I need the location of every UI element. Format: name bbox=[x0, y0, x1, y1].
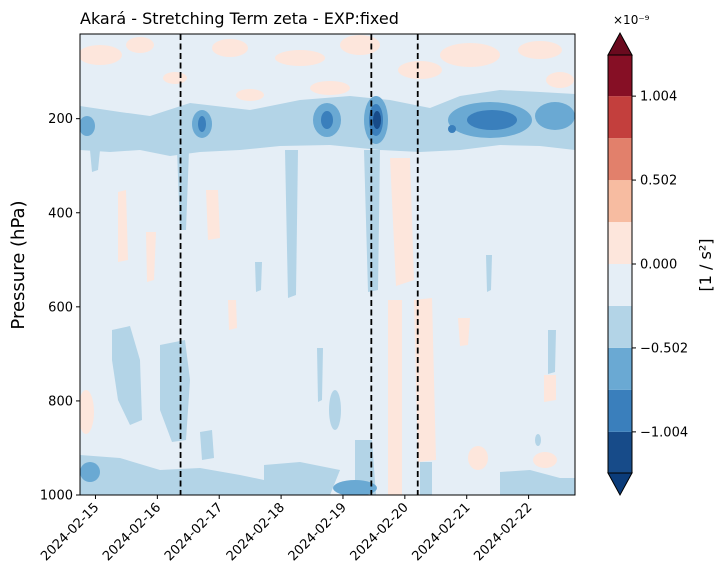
positive-region bbox=[275, 50, 325, 66]
y-axis-label: Pressure (hPa) bbox=[8, 200, 29, 329]
negative-core bbox=[333, 480, 377, 495]
colorbar-band bbox=[608, 389, 632, 432]
positive-region bbox=[80, 45, 122, 65]
negative-core bbox=[373, 111, 381, 129]
colorbar-extend-max bbox=[607, 31, 633, 56]
positive-region bbox=[228, 300, 237, 330]
positive-region bbox=[533, 452, 557, 468]
positive-region bbox=[163, 72, 187, 84]
contour-region bbox=[317, 348, 323, 402]
contour-region bbox=[200, 430, 214, 460]
positive-region bbox=[388, 300, 402, 495]
positive-region bbox=[468, 446, 488, 470]
positive-region bbox=[458, 318, 470, 346]
contour-region bbox=[264, 462, 340, 495]
contour-region bbox=[285, 150, 298, 298]
contour-region bbox=[329, 390, 341, 430]
negative-core bbox=[198, 116, 206, 132]
x-tick-label: 2024-02-18 bbox=[224, 500, 288, 564]
negative-core bbox=[80, 462, 100, 482]
x-tick-label: 2024-02-20 bbox=[348, 500, 412, 564]
chart-title: Akará - Stretching Term zeta - EXP:fixed bbox=[80, 9, 399, 28]
y-tick-label: 200 bbox=[48, 112, 73, 127]
contour-region bbox=[80, 455, 264, 495]
x-tick-label: 2024-02-16 bbox=[100, 500, 164, 564]
contour-region bbox=[500, 470, 575, 495]
negative-core bbox=[535, 102, 575, 130]
contour-region bbox=[486, 255, 492, 292]
positive-region bbox=[544, 375, 556, 402]
colorbar-band bbox=[608, 138, 632, 181]
positive-region bbox=[390, 158, 414, 286]
negative-core bbox=[467, 110, 517, 130]
colorbar-band bbox=[608, 96, 632, 139]
plot-frame bbox=[79, 33, 576, 496]
positive-region bbox=[414, 298, 436, 462]
contour-region bbox=[535, 434, 541, 446]
positive-region bbox=[310, 81, 350, 95]
positive-region bbox=[212, 39, 248, 57]
contour-region bbox=[112, 326, 142, 425]
contour-field bbox=[80, 34, 575, 495]
positive-region bbox=[518, 41, 562, 59]
positive-region bbox=[146, 232, 156, 282]
contour-region bbox=[90, 150, 100, 172]
contour-region bbox=[548, 330, 556, 374]
x-tick-label: 2024-02-15 bbox=[38, 500, 102, 564]
positive-region bbox=[546, 72, 574, 88]
positive-region bbox=[236, 89, 264, 101]
contour-region bbox=[255, 262, 262, 292]
colorbar-tick-label: 0.000 bbox=[640, 258, 677, 273]
colorbar-band bbox=[608, 305, 632, 348]
contour-region bbox=[160, 340, 190, 442]
x-tick-label: 2024-02-17 bbox=[162, 500, 226, 564]
positive-region bbox=[126, 37, 154, 53]
negative-core bbox=[80, 116, 95, 136]
colorbar-band bbox=[608, 55, 632, 97]
positive-region bbox=[440, 43, 500, 67]
contour-region bbox=[420, 462, 432, 495]
colorbar: 1.004 0.502 0.000 −0.502 −1.004 bbox=[607, 31, 688, 497]
x-axis: 2024-02-152024-02-162024-02-172024-02-18… bbox=[38, 495, 535, 564]
positive-region bbox=[398, 61, 442, 79]
colorbar-tick-label: 1.004 bbox=[640, 90, 677, 105]
negative-core bbox=[321, 111, 333, 129]
y-tick-label: 1000 bbox=[40, 489, 73, 504]
x-tick-label: 2024-02-21 bbox=[410, 500, 474, 564]
colorbar-band bbox=[608, 264, 632, 306]
colorbar-multiplier: ×10⁻⁹ bbox=[613, 13, 650, 27]
colorbar-band bbox=[608, 347, 632, 390]
colorbar-tick-label: 0.502 bbox=[640, 174, 677, 189]
y-tick-label: 400 bbox=[48, 206, 73, 221]
positive-region bbox=[118, 190, 128, 262]
negative-core bbox=[448, 125, 456, 133]
y-tick-label: 800 bbox=[48, 394, 73, 409]
colorbar-tick-label: −1.004 bbox=[640, 425, 688, 440]
colorbar-tick-label: −0.502 bbox=[640, 341, 688, 356]
colorbar-extend-min bbox=[607, 472, 633, 497]
positive-region bbox=[340, 35, 380, 55]
y-tick-label: 600 bbox=[48, 300, 73, 315]
colorbar-band bbox=[608, 180, 632, 223]
colorbar-band bbox=[608, 431, 632, 473]
contour-region bbox=[364, 150, 380, 292]
y-axis: 200 400 600 800 1000 bbox=[40, 112, 80, 504]
positive-region bbox=[206, 190, 220, 240]
x-tick-label: 2024-02-19 bbox=[286, 500, 350, 564]
positive-region bbox=[80, 390, 94, 434]
colorbar-label: [1 / s²] bbox=[696, 239, 715, 292]
x-tick-label: 2024-02-22 bbox=[471, 500, 535, 564]
dashed-reference-lines bbox=[179, 34, 419, 495]
colorbar-band bbox=[608, 222, 632, 264]
